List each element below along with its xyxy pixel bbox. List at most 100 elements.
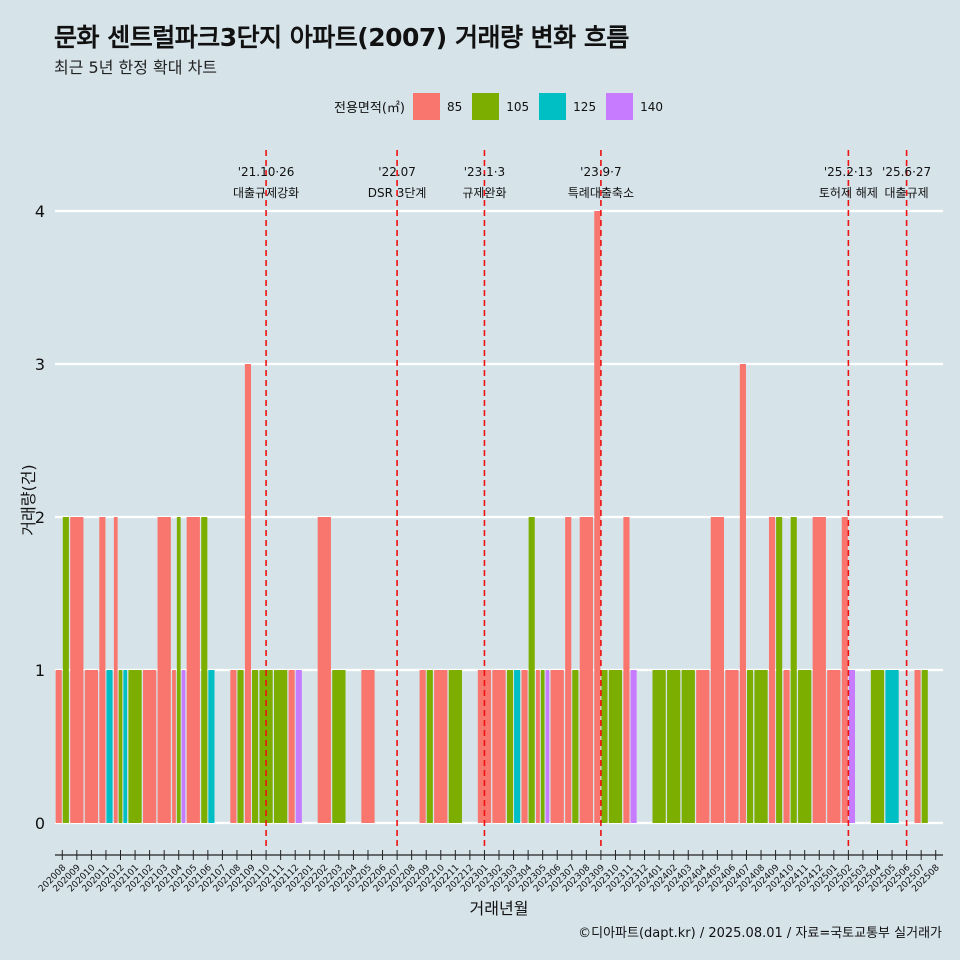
event-date: '25.6·27 [882, 165, 931, 179]
bar-202305-105 [540, 670, 545, 823]
bar-202507-85 [914, 670, 921, 823]
bar-202101-105 [128, 670, 142, 823]
bar-202410-85 [783, 670, 790, 823]
bar-202311-140 [630, 670, 637, 823]
bar-202402-105 [667, 670, 681, 823]
bar-202112-85 [288, 670, 295, 823]
bar-202504-105 [870, 670, 885, 823]
bar-202203-105 [332, 670, 346, 823]
bar-202505-125 [885, 670, 899, 823]
legend: 전용면적(㎡) 85 105 125 140 [334, 93, 673, 120]
bar-202011-85 [99, 517, 106, 823]
bar-202012-85 [113, 517, 118, 823]
legend-label-85: 85 [446, 99, 463, 114]
bar-202108-85 [230, 670, 237, 823]
bar-202310-105 [608, 670, 623, 823]
bar-202307-105 [572, 670, 579, 823]
bar-202507-105 [921, 670, 928, 823]
event-date: '22.07 [378, 165, 416, 179]
y-tick-label: 0 [35, 814, 45, 833]
bar-202307-85 [565, 517, 572, 823]
bar-202109-105 [252, 670, 259, 823]
chart-title: 문화 센트럴파크3단지 아파트(2007) 거래량 변화 흐름 [54, 23, 629, 52]
y-axis-title: 거래량(건) [19, 464, 38, 535]
bar-202303-125 [514, 670, 521, 823]
y-tick-label: 1 [35, 661, 45, 680]
bar-202108-105 [237, 670, 244, 823]
legend-swatch-140 [606, 93, 634, 120]
bar-202502-140 [848, 670, 856, 823]
bar-202008-85 [55, 670, 62, 823]
bar-202202-85 [317, 517, 331, 823]
event-date: '23.9·7 [580, 165, 621, 179]
bar-202303-105 [506, 670, 514, 823]
legend-swatch-125 [539, 93, 567, 120]
legend-swatch-105 [472, 93, 500, 120]
bar-202305-140 [545, 670, 550, 823]
source-caption: ©디아파트(dapt.kr) / 2025.08.01 / 자료=국토교통부 실… [578, 926, 942, 941]
y-tick-label: 2 [35, 508, 45, 527]
bar-202501-85 [827, 670, 841, 823]
legend-swatch-85 [412, 93, 440, 120]
bar-202407-105 [746, 670, 754, 823]
legend-title: 전용면적(㎡) [334, 101, 405, 116]
bar-202304-105 [528, 517, 535, 823]
legend-label-140: 140 [640, 99, 663, 114]
bar-202401-105 [652, 670, 666, 823]
chart-subtitle: 최근 5년 한정 확대 차트 [54, 58, 218, 77]
bar-202008-105 [62, 517, 69, 823]
event-label: 특례대출축소 [568, 186, 634, 200]
bar-202109-85 [244, 364, 252, 823]
legend-item-85: 85 [412, 93, 463, 120]
bar-202012-125 [123, 670, 128, 823]
bar-202011-125 [106, 670, 113, 823]
legend-item-140: 140 [606, 93, 663, 120]
bar-202405-85 [710, 517, 724, 823]
bar-202211-105 [448, 670, 462, 823]
bar-202304-85 [521, 670, 528, 823]
legend-item-105: 105 [472, 93, 529, 120]
bar-202410-105 [790, 517, 797, 823]
y-tick-label: 3 [35, 355, 45, 374]
bar-202210-85 [434, 670, 448, 823]
bar-202411-105 [798, 670, 812, 823]
bar-202104-140 [181, 670, 186, 823]
event-label: DSR 3단계 [368, 186, 427, 200]
bar-202105-85 [186, 517, 200, 823]
bar-202103-85 [157, 517, 171, 823]
event-label: 대출규제강화 [233, 186, 299, 200]
bar-202104-85 [172, 670, 176, 823]
bar-202408-105 [754, 670, 768, 823]
event-date: '25.2·13 [824, 165, 873, 179]
bar-202412-85 [812, 517, 826, 823]
bar-202311-85 [623, 517, 630, 823]
bar-202301-85 [477, 670, 492, 823]
bar-202104-105 [176, 517, 181, 823]
event-label: 대출규제 [885, 186, 929, 200]
bar-202106-125 [208, 670, 215, 823]
bar-202205-85 [361, 670, 375, 823]
x-axis-title: 거래년월 [470, 899, 529, 918]
bar-202102-85 [142, 670, 157, 823]
bar-202209-105 [426, 670, 433, 823]
bar-202209-85 [419, 670, 426, 823]
bar-202302-85 [492, 670, 506, 823]
bar-202404-85 [696, 670, 710, 823]
bar-202309-105 [601, 670, 608, 823]
event-label: 규제완화 [462, 186, 506, 200]
bar-202409-85 [768, 517, 776, 823]
bar-202106-105 [201, 517, 208, 823]
bar-202305-85 [536, 670, 540, 823]
legend-item-125: 125 [539, 93, 596, 120]
bar-202406-85 [725, 670, 739, 823]
y-tick-label: 4 [35, 202, 45, 221]
bar-202110-105 [259, 670, 273, 823]
bar-202308-85 [579, 517, 593, 823]
bar-202009-85 [70, 517, 84, 823]
event-date: '21.10·26 [238, 165, 295, 179]
bar-202306-85 [550, 670, 564, 823]
legend-label-105: 105 [506, 99, 530, 114]
event-label: 토허제 해제 [819, 186, 878, 200]
legend-label-125: 125 [573, 99, 597, 114]
